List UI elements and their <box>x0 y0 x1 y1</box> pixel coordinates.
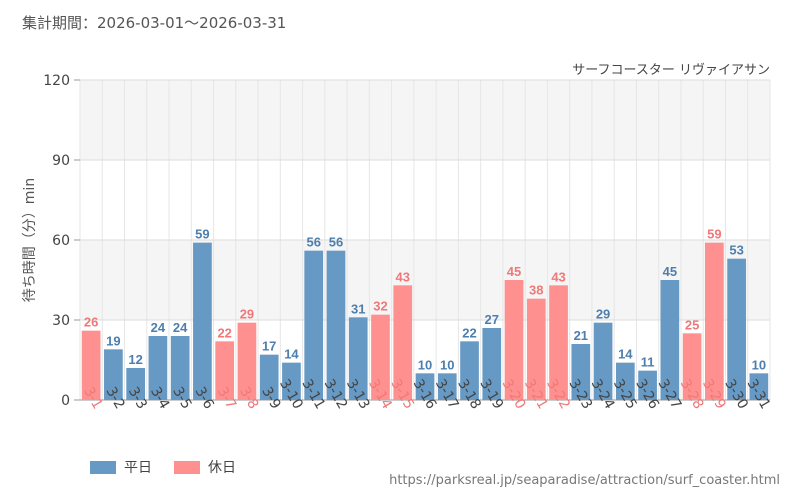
bar-value-label: 19 <box>106 333 120 348</box>
bar-3-19 <box>482 328 502 400</box>
bar-value-labels: 26 19 12 24 24 59 22 29 17 14 56 56 31 32 43 10 10 22 27 45… <box>84 227 766 373</box>
bar-3-25 <box>615 362 635 400</box>
y-tick-labels: 0 30 60 90 120 <box>43 73 70 409</box>
bar-3-16 <box>415 373 435 400</box>
bar-3-23 <box>571 344 591 400</box>
bar-value-label: 56 <box>329 235 343 250</box>
bar-value-label: 12 <box>128 352 142 367</box>
bar-value-label: 26 <box>84 315 98 330</box>
bar-value-label: 11 <box>641 355 655 370</box>
bar-3-28 <box>682 333 702 400</box>
bar-value-label: 14 <box>284 347 299 362</box>
legend-item-weekday: 平日 <box>90 457 152 477</box>
bar-value-label: 21 <box>574 328 588 343</box>
bar-3-1 <box>81 330 101 400</box>
bar-3-11 <box>304 250 324 400</box>
bar-3-26 <box>638 370 657 400</box>
y-axis-label: 待ち時間（分）min <box>22 178 38 302</box>
bar-value-label: 17 <box>262 339 276 354</box>
bar-value-label: 10 <box>752 357 766 372</box>
bar-3-7 <box>215 341 235 400</box>
vertical-grid <box>79 80 771 400</box>
bar-3-6 <box>193 242 212 400</box>
bar-3-15 <box>393 285 413 400</box>
bar-3-9 <box>259 354 279 400</box>
legend-label-weekday: 平日 <box>124 460 152 476</box>
plot-band <box>80 80 770 160</box>
legend-label-holiday: 休日 <box>208 460 236 476</box>
bar-value-label: 22 <box>217 325 231 340</box>
bar-value-label: 38 <box>529 283 543 298</box>
bar-value-label: 10 <box>418 357 432 372</box>
bar-3-30 <box>727 258 746 400</box>
bar-3-14 <box>371 314 390 400</box>
bar-3-17 <box>437 373 457 400</box>
bar-value-label: 10 <box>440 357 454 372</box>
bar-3-22 <box>549 285 568 400</box>
bar-3-5 <box>170 336 190 400</box>
y-tick-label: 30 <box>52 313 70 329</box>
bar-value-label: 43 <box>551 269 565 284</box>
bar-value-label: 56 <box>306 235 320 250</box>
bar-value-label: 53 <box>729 243 743 258</box>
bar-value-label: 31 <box>351 301 365 316</box>
bar-3-29 <box>705 242 724 400</box>
bar-value-label: 45 <box>663 264 677 279</box>
plot-band <box>80 160 770 240</box>
source-url: https://parksreal.jp/seaparadise/attract… <box>389 473 780 488</box>
bar-3-31 <box>749 373 769 400</box>
bar-3-4 <box>148 336 168 400</box>
legend-item-holiday: 休日 <box>174 457 236 477</box>
bar-3-13 <box>348 317 368 400</box>
bar-3-2 <box>104 349 123 400</box>
bar-value-label: 43 <box>396 269 410 284</box>
legend: 平日 休日 <box>90 457 236 477</box>
bar-3-18 <box>460 341 479 400</box>
bar-3-20 <box>504 280 524 400</box>
bars <box>81 242 769 400</box>
bar-value-label: 59 <box>195 227 209 242</box>
bar-value-label: 24 <box>173 320 188 335</box>
bar-3-10 <box>282 362 301 400</box>
bar-value-label: 45 <box>507 264 521 279</box>
bar-3-8 <box>237 322 257 400</box>
legend-swatch-holiday <box>174 460 200 474</box>
y-tick-label: 90 <box>52 153 70 169</box>
bar-value-label: 24 <box>151 320 166 335</box>
y-tick-label: 60 <box>52 233 70 249</box>
bar-value-label: 25 <box>685 317 699 332</box>
bar-3-12 <box>326 250 346 400</box>
chart-title: サーフコースター リヴァイアサン <box>572 62 770 78</box>
bar-value-label: 32 <box>373 299 387 314</box>
legend-swatch-weekday <box>90 460 116 474</box>
bar-value-label: 27 <box>485 312 499 327</box>
bar-3-3 <box>126 368 145 400</box>
period-text: 集計期間：2026-03-01〜2026-03-31 <box>22 14 287 32</box>
bar-3-24 <box>593 322 613 400</box>
bar-value-label: 14 <box>618 347 633 362</box>
y-tick-label: 120 <box>43 73 70 89</box>
bar-value-label: 29 <box>240 307 254 322</box>
bar-value-label: 59 <box>707 227 721 242</box>
bar-3-21 <box>526 298 546 400</box>
bar-3-27 <box>660 280 680 400</box>
y-tick-label: 0 <box>61 393 70 409</box>
bar-value-label: 29 <box>596 307 610 322</box>
bar-value-label: 22 <box>462 325 476 340</box>
